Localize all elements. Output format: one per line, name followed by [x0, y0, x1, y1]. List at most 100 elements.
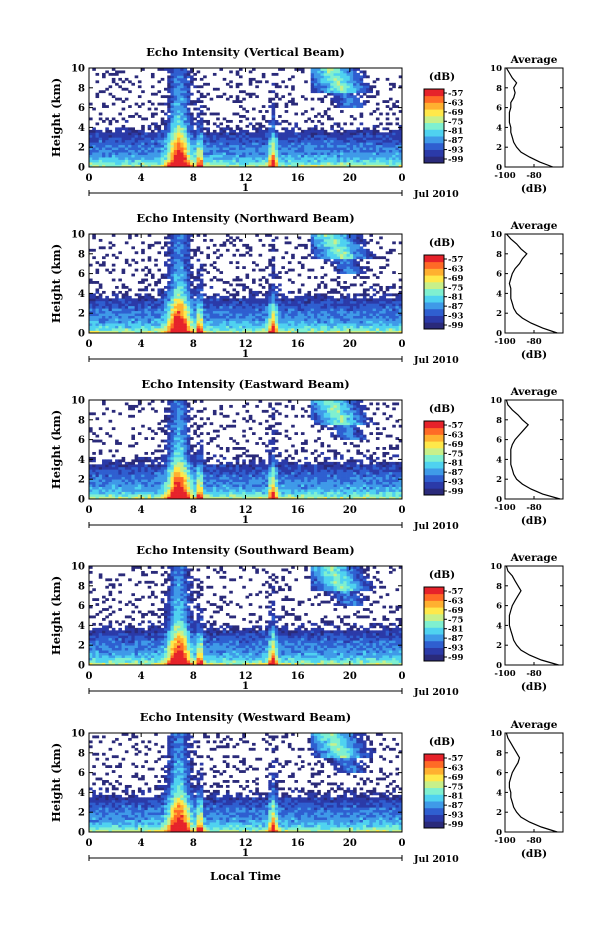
- heatmap-cell: [343, 303, 347, 306]
- heatmap-cell: [337, 256, 341, 259]
- heatmap-cell: [89, 489, 93, 492]
- heatmap-cell: [395, 321, 399, 324]
- heatmap-cell: [246, 323, 250, 326]
- heatmap-cell: [236, 100, 240, 103]
- heatmap-cell: [193, 298, 197, 301]
- heatmap-cell: [206, 323, 210, 326]
- heatmap-cell: [239, 321, 243, 324]
- heatmap-cell: [210, 239, 214, 242]
- heatmap-cell: [288, 241, 292, 244]
- heatmap-cell: [167, 108, 171, 111]
- heatmap-cell: [193, 313, 197, 316]
- heatmap-cell: [174, 90, 178, 93]
- heatmap-cell: [246, 306, 250, 309]
- heatmap-cell: [301, 303, 305, 306]
- x-tick-label: 0: [399, 339, 406, 350]
- heatmap-cell: [197, 291, 201, 294]
- heatmap-cell: [135, 303, 139, 306]
- heatmap-cell: [157, 162, 161, 165]
- heatmap-cell: [291, 316, 295, 319]
- heatmap-cell: [229, 155, 233, 158]
- heatmap-cell: [223, 118, 227, 121]
- heatmap-cell: [193, 306, 197, 309]
- heatmap-cell: [105, 303, 109, 306]
- heatmap-cell: [96, 489, 100, 492]
- heatmap-cell: [115, 301, 119, 304]
- heatmap-cell: [343, 137, 347, 140]
- heatmap-cell: [105, 301, 109, 304]
- heatmap-cell: [184, 316, 188, 319]
- heatmap-cell: [373, 125, 377, 128]
- heatmap-cell: [89, 281, 93, 284]
- heatmap-cell: [392, 318, 396, 321]
- heatmap-cell: [327, 132, 331, 135]
- heatmap-cell: [167, 276, 171, 279]
- heatmap-cell: [171, 115, 175, 118]
- heatmap-cell: [353, 95, 357, 98]
- heatmap-cell: [356, 264, 360, 267]
- heatmap-cell: [395, 152, 399, 155]
- heatmap-cell: [203, 137, 207, 140]
- heatmap-cell: [125, 494, 129, 497]
- heatmap-cell: [343, 157, 347, 160]
- heatmap-cell: [340, 239, 344, 242]
- heatmap-cell: [177, 266, 181, 269]
- heatmap-cell: [138, 150, 142, 153]
- heatmap-cell: [376, 313, 380, 316]
- heatmap-cell: [360, 80, 364, 83]
- heatmap-cell: [187, 303, 191, 306]
- heatmap-cell: [193, 73, 197, 76]
- heatmap-cell: [180, 152, 184, 155]
- heatmap-cell: [340, 313, 344, 316]
- heatmap-cell: [304, 110, 308, 113]
- day-label: 1: [242, 349, 249, 360]
- heatmap-cell: [226, 142, 230, 145]
- heatmap-cell: [334, 279, 338, 282]
- heatmap-cell: [102, 137, 106, 140]
- heatmap-cell: [252, 308, 256, 311]
- heatmap-cell: [184, 132, 188, 135]
- heatmap-cell: [334, 152, 338, 155]
- heatmap-cell: [347, 316, 351, 319]
- heatmap-cell: [190, 239, 194, 242]
- heatmap-cell: [92, 318, 96, 321]
- heatmap-cell: [180, 127, 184, 130]
- heatmap-cell: [272, 303, 276, 306]
- heatmap-cell: [246, 150, 250, 153]
- heatmap-cell: [288, 157, 292, 160]
- heatmap-cell: [105, 160, 109, 163]
- heatmap-cell: [89, 328, 93, 331]
- heatmap-cell: [167, 249, 171, 252]
- heatmap-cell: [334, 313, 338, 316]
- heatmap-cell: [314, 246, 318, 249]
- heatmap-cell: [109, 137, 113, 140]
- heatmap-cell: [174, 251, 178, 254]
- heatmap-cell: [213, 162, 217, 165]
- heatmap-cell: [112, 464, 116, 467]
- heatmap-cell: [304, 318, 308, 321]
- heatmap-cell: [311, 244, 315, 247]
- heatmap-cell: [311, 80, 315, 83]
- heatmap-cell: [161, 78, 165, 81]
- heatmap-cell: [206, 160, 210, 163]
- heatmap-cell: [382, 296, 386, 299]
- heatmap-cell: [96, 318, 100, 321]
- heatmap-cell: [177, 261, 181, 264]
- heatmap-cell: [190, 132, 194, 135]
- heatmap-cell: [174, 100, 178, 103]
- heatmap-cell: [226, 132, 230, 135]
- heatmap-cell: [167, 118, 171, 121]
- heatmap-cell: [232, 301, 236, 304]
- heatmap-cell: [135, 145, 139, 148]
- heatmap-cell: [131, 489, 135, 492]
- heatmap-cell: [115, 492, 119, 495]
- heatmap-cell: [259, 326, 263, 329]
- heatmap-cell: [275, 318, 279, 321]
- heatmap-cell: [200, 137, 204, 140]
- heatmap-cell: [252, 328, 256, 331]
- heatmap-cell: [314, 323, 318, 326]
- heatmap-cell: [314, 135, 318, 138]
- heatmap-cell: [99, 90, 103, 93]
- heatmap-cell: [252, 125, 256, 128]
- heatmap-cell: [118, 489, 122, 492]
